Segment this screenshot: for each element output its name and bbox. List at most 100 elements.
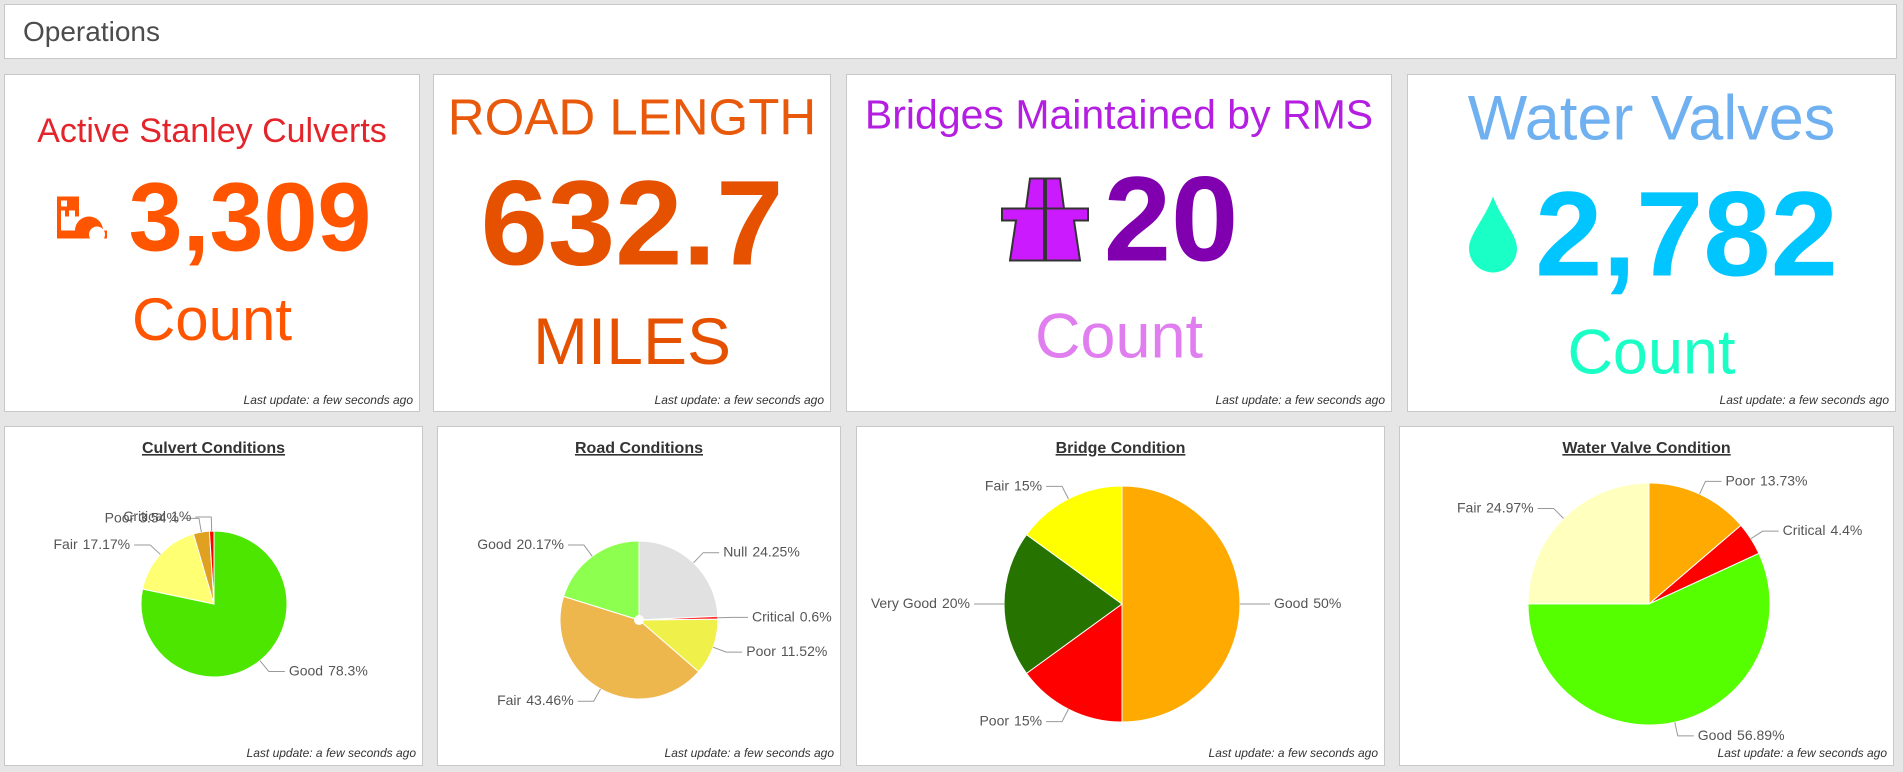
leader-line bbox=[1674, 722, 1694, 737]
slice-label: Poor 15% bbox=[979, 713, 1042, 729]
pie-slice bbox=[1025, 485, 1123, 605]
leader-line bbox=[195, 516, 213, 532]
indicator-title: Bridges Maintained by RMS bbox=[864, 91, 1374, 138]
slice-category: Poor bbox=[1725, 472, 1755, 488]
pie-chart: Bridge Condition Good 50% Poor 15% Very Good 2… bbox=[871, 440, 1379, 760]
last-update: Last update: a few seconds ago bbox=[665, 746, 835, 760]
indicator-value-row: 3,309 bbox=[5, 169, 419, 266]
slice-label: Poor 11.52% bbox=[746, 643, 827, 659]
slice-label: Poor 3.54% bbox=[105, 509, 179, 525]
indicator-unit: Count bbox=[1034, 301, 1204, 372]
slice-category: Poor bbox=[979, 713, 1009, 729]
slice-value: 15% bbox=[1014, 477, 1042, 493]
slice-label: Null 24.25% bbox=[723, 544, 800, 560]
indicator-value-row: 2,782 bbox=[1408, 165, 1895, 302]
slice-label: Good 56.89% bbox=[1698, 727, 1785, 743]
culvert-icon bbox=[56, 196, 107, 242]
slice-label: Fair 24.97% bbox=[1457, 499, 1534, 515]
leader-line bbox=[259, 660, 285, 673]
center-dot bbox=[634, 615, 644, 625]
slice-category: Good bbox=[289, 663, 323, 679]
slice-category: Fair bbox=[985, 477, 1009, 493]
indicator-value-row: 20 bbox=[847, 150, 1391, 287]
slice-category: Good bbox=[1274, 595, 1308, 611]
leader-line bbox=[577, 688, 601, 702]
slice-value: 15% bbox=[1014, 713, 1042, 729]
slice-category: Poor bbox=[746, 643, 776, 659]
slice-label: Fair 15% bbox=[985, 477, 1042, 493]
slice-label: Fair 43.46% bbox=[497, 692, 574, 708]
indicator-value: 20 bbox=[1103, 150, 1239, 287]
slice-value: 1% bbox=[171, 508, 191, 524]
slice-value: 20% bbox=[942, 595, 970, 611]
slice-category: Fair bbox=[497, 692, 521, 708]
slice-category: Critical bbox=[1783, 522, 1826, 538]
pie-chart: Water Valve Condition Poor 13.73% Critical 4… bbox=[1457, 440, 1888, 760]
slice-label: Good 20.17% bbox=[477, 536, 564, 552]
leader-line bbox=[693, 552, 720, 564]
slice-value: 20.17% bbox=[516, 536, 563, 552]
pie-card: Culvert Conditions Good 78.3% Fair 17.17% Poo… bbox=[4, 426, 423, 766]
pie-slice bbox=[1121, 485, 1241, 723]
chart-title: Road Conditions bbox=[575, 440, 703, 457]
slice-category: Fair bbox=[54, 536, 78, 552]
pie-slice bbox=[1003, 533, 1123, 675]
slice-value: 43.46% bbox=[526, 692, 573, 708]
last-update: Last update: a few seconds ago bbox=[1209, 746, 1379, 760]
last-update: Last update: a few seconds ago bbox=[247, 746, 417, 760]
slice-value: 0.6% bbox=[800, 608, 832, 624]
slice-category: Poor bbox=[105, 509, 135, 525]
last-update: Last update: a few seconds ago bbox=[243, 393, 413, 407]
pie-slice bbox=[1648, 482, 1742, 606]
slice-label: Good 50% bbox=[1274, 595, 1341, 611]
slice-label: Critical 0.6% bbox=[752, 608, 832, 624]
slice-label: Critical 1% bbox=[123, 508, 191, 524]
indicator-value: 3,309 bbox=[128, 162, 372, 272]
slice-value: 3.54% bbox=[139, 509, 179, 525]
leader-line bbox=[712, 646, 743, 653]
slice-category: Good bbox=[1698, 727, 1732, 743]
pie-card: Bridge Condition Good 50% Poor 15% Very Good 2… bbox=[856, 426, 1385, 766]
last-update: Last update: a few seconds ago bbox=[1718, 746, 1888, 760]
leader-line bbox=[182, 517, 202, 533]
slice-category: Fair bbox=[1457, 499, 1481, 515]
slice-category: Null bbox=[723, 544, 747, 560]
leader-line bbox=[134, 544, 161, 555]
slice-category: Very Good bbox=[871, 595, 937, 611]
pie-chart: Culvert Conditions Good 78.3% Fair 17.17% Poo… bbox=[54, 440, 417, 760]
indicator-card: Water Valves 2,782 Count Last update: a … bbox=[1407, 74, 1896, 412]
indicator-title: Active Stanley Culverts bbox=[37, 112, 387, 150]
indicator-value: 2,782 bbox=[1535, 165, 1838, 302]
slice-label: Good 78.3% bbox=[289, 663, 368, 679]
slice-label: Critical 4.4% bbox=[1783, 522, 1863, 538]
leader-line bbox=[1537, 507, 1564, 519]
leader-line bbox=[1046, 485, 1069, 500]
slice-value: 24.97% bbox=[1486, 499, 1533, 515]
slice-value: 24.25% bbox=[752, 544, 799, 560]
last-update: Last update: a few seconds ago bbox=[1719, 393, 1889, 407]
slice-value: 56.89% bbox=[1737, 727, 1784, 743]
indicator-card: ROAD LENGTH 632.7 MILES Last update: a f… bbox=[433, 74, 831, 412]
chart-title: Water Valve Condition bbox=[1562, 440, 1730, 457]
chart-title: Bridge Condition bbox=[1056, 440, 1186, 457]
indicator-unit: MILES bbox=[532, 304, 732, 378]
pie-slice bbox=[1527, 482, 1650, 605]
slice-label: Fair 17.17% bbox=[54, 536, 131, 552]
header: Operations bbox=[4, 4, 1897, 59]
last-update: Last update: a few seconds ago bbox=[654, 393, 824, 407]
pie-chart: Road Conditions Null 24.25% Critical 0.6% Poo… bbox=[477, 440, 835, 760]
leader-line bbox=[1750, 530, 1779, 540]
slice-label: Very Good 20% bbox=[871, 595, 970, 611]
indicator-title: Water Valves bbox=[1467, 83, 1836, 154]
slice-category: Critical bbox=[752, 608, 795, 624]
leader-line bbox=[567, 544, 593, 557]
leader-line bbox=[1699, 480, 1722, 495]
indicator-unit: Count bbox=[1567, 317, 1736, 388]
slice-value: 78.3% bbox=[328, 663, 368, 679]
chart-title: Culvert Conditions bbox=[142, 440, 285, 457]
indicator-title: ROAD LENGTH bbox=[447, 88, 817, 146]
last-update: Last update: a few seconds ago bbox=[1215, 393, 1385, 407]
pie-slice bbox=[562, 540, 640, 621]
pie-card: Road Conditions Null 24.25% Critical 0.6% Poo… bbox=[437, 426, 841, 766]
